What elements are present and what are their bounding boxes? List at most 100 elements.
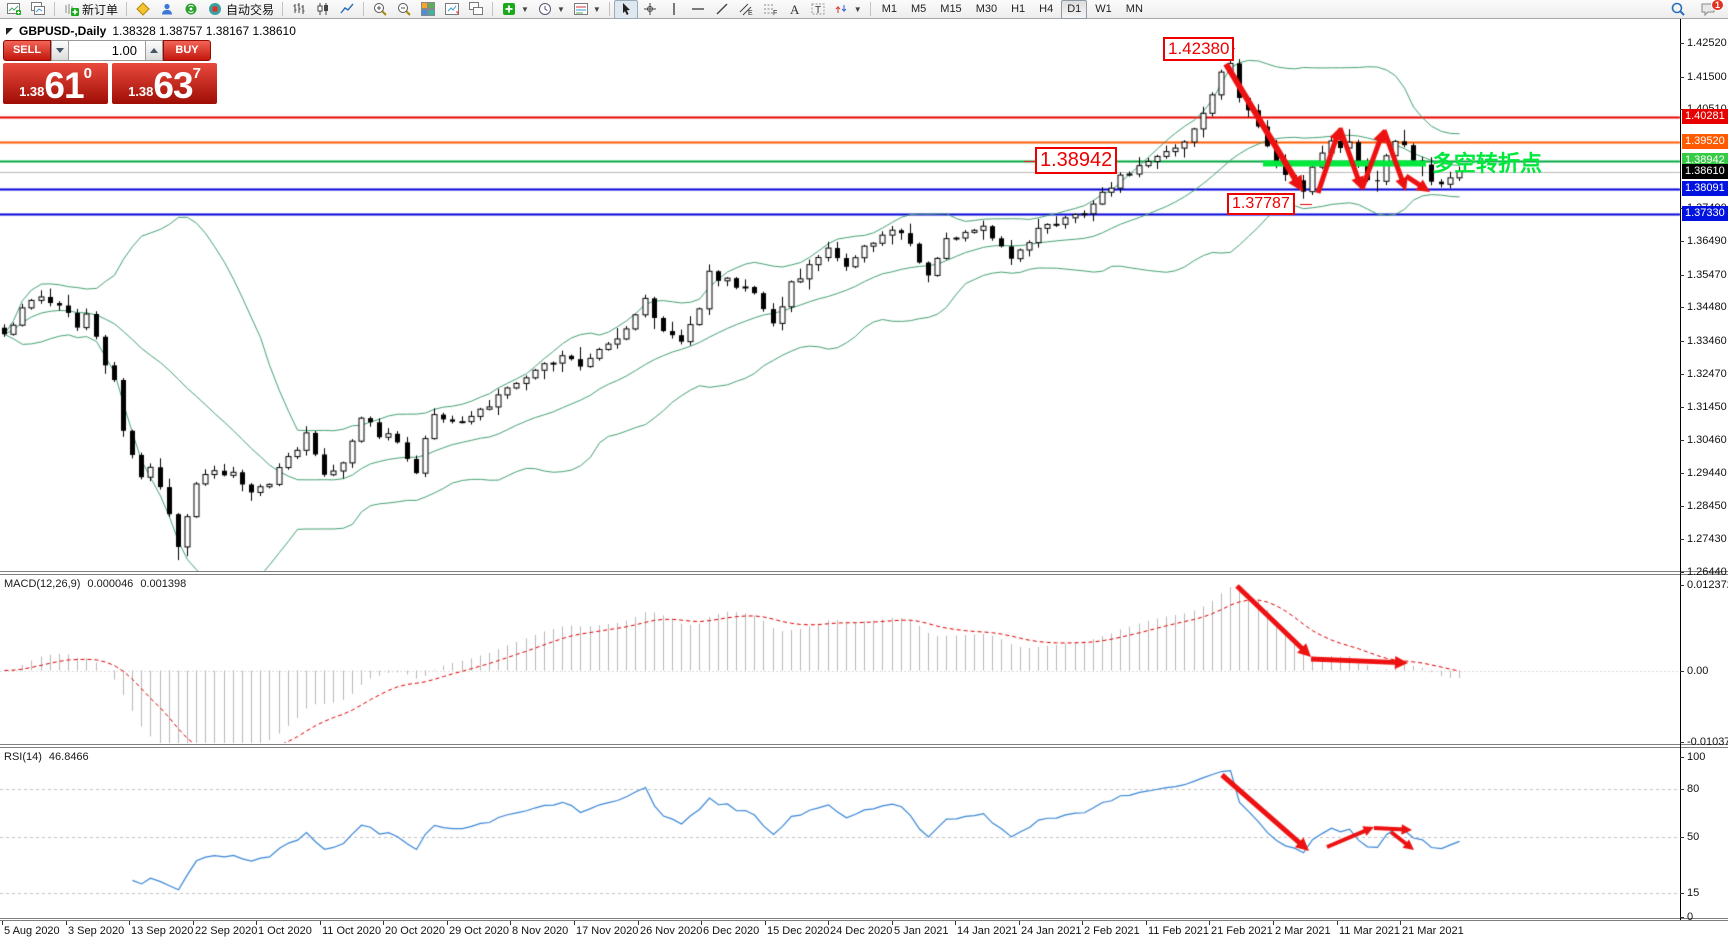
one-click-toggle-icon[interactable] bbox=[6, 27, 13, 35]
templates-icon[interactable]: ▼ bbox=[569, 0, 605, 19]
panel-separator[interactable] bbox=[0, 574, 1728, 575]
zoom-out-icon[interactable] bbox=[392, 0, 416, 19]
metaeditor-icon[interactable] bbox=[131, 0, 155, 19]
panel-separator bbox=[0, 920, 1728, 921]
sell-price-button[interactable]: 1.38 61 0 bbox=[3, 63, 108, 104]
arrows-icon[interactable]: ▼ bbox=[830, 0, 866, 19]
label-icon[interactable]: T bbox=[806, 0, 830, 19]
price-annotation-label[interactable]: 1.42380 bbox=[1163, 37, 1235, 61]
channel-icon[interactable]: E bbox=[734, 0, 758, 19]
axis-tick-label: 1.36490 bbox=[1687, 235, 1727, 247]
chart-title-row: GBPUSD-,Daily 1.38328 1.38757 1.38167 1.… bbox=[6, 24, 296, 38]
community-icon[interactable] bbox=[155, 0, 179, 19]
axis-tick-label: 1.35470 bbox=[1687, 269, 1727, 281]
time-tick bbox=[66, 921, 67, 925]
time-axis[interactable]: 5 Aug 2020 3 Sep 2020 13 Sep 2020 22 Sep 20… bbox=[0, 921, 1728, 942]
svg-text:A: A bbox=[790, 2, 800, 17]
indicators-icon[interactable]: ▼ bbox=[497, 0, 533, 19]
axis-tick-label: 1.42520 bbox=[1687, 37, 1727, 49]
volume-increase-button[interactable] bbox=[145, 40, 163, 61]
volume-decrease-button[interactable] bbox=[51, 40, 69, 61]
buy-price-button[interactable]: 1.38 63 7 bbox=[112, 63, 217, 104]
axis-tick bbox=[1680, 307, 1684, 308]
time-tick bbox=[574, 921, 575, 925]
text-icon[interactable]: A bbox=[782, 0, 806, 19]
time-tick-label: 29 Oct 2020 bbox=[449, 925, 509, 937]
price-badge: 1.38091 bbox=[1682, 181, 1728, 196]
sell-button[interactable]: SELL bbox=[3, 40, 51, 61]
axis-tick bbox=[1680, 241, 1684, 242]
price-badge: 1.38610 bbox=[1682, 164, 1728, 179]
time-tick bbox=[765, 921, 766, 925]
price-badge: 1.40281 bbox=[1682, 109, 1728, 124]
price-annotation-label[interactable]: 1.38942 bbox=[1035, 147, 1118, 174]
time-tick-label: 15 Dec 2020 bbox=[767, 925, 830, 937]
auto-arrange-icon[interactable] bbox=[440, 0, 464, 19]
time-tick-label: 6 Dec 2020 bbox=[703, 925, 760, 937]
cascade-icon[interactable] bbox=[464, 0, 488, 19]
time-tick bbox=[383, 921, 384, 925]
time-tick-label: 21 Feb 2021 bbox=[1211, 925, 1273, 937]
pivot-annotation-text[interactable]: 多空转折点 bbox=[1432, 151, 1543, 176]
axis-tick bbox=[1680, 572, 1684, 573]
timeframe-button-m1[interactable]: M1 bbox=[881, 2, 897, 15]
vertical-line-icon[interactable] bbox=[662, 0, 686, 19]
axis-tick bbox=[1680, 341, 1684, 342]
autotrade-label: 自动交易 bbox=[226, 2, 275, 17]
time-tick bbox=[955, 921, 956, 925]
time-tick bbox=[256, 921, 257, 925]
timeframe-button-m30[interactable]: M30 bbox=[975, 2, 998, 15]
autotrade-button[interactable]: 自动交易 bbox=[203, 0, 278, 19]
panel-separator[interactable] bbox=[0, 744, 1728, 745]
time-tick bbox=[1146, 921, 1147, 925]
candlestick-chart-icon[interactable] bbox=[311, 0, 335, 19]
buy-button[interactable]: BUY bbox=[163, 40, 211, 61]
price-badge: 1.37330 bbox=[1682, 206, 1728, 221]
time-tick-label: 20 Oct 2020 bbox=[385, 925, 445, 937]
zoom-in-icon[interactable] bbox=[368, 0, 392, 19]
crosshair-icon[interactable] bbox=[638, 0, 662, 19]
volume-input[interactable] bbox=[69, 40, 145, 61]
search-icon[interactable] bbox=[1666, 0, 1690, 19]
axis-tick-label: 1.28450 bbox=[1687, 500, 1727, 512]
time-tick-label: 24 Dec 2020 bbox=[830, 925, 893, 937]
panel-separator[interactable] bbox=[0, 747, 1728, 748]
new-order-button[interactable]: 新订单 bbox=[59, 0, 122, 19]
axis-tick-label: 15 bbox=[1687, 887, 1700, 899]
macd-value-main: 0.000046 bbox=[87, 578, 134, 590]
fibonacci-icon[interactable]: F bbox=[758, 0, 782, 19]
new-order-label: 新订单 bbox=[82, 2, 119, 17]
buy-price-sup: 7 bbox=[192, 65, 201, 82]
timeframe-button-h4[interactable]: H4 bbox=[1039, 2, 1054, 15]
timeframe-button-d1[interactable]: D1 bbox=[1061, 0, 1088, 19]
signals-icon[interactable] bbox=[179, 0, 203, 19]
chart-profiles-icon[interactable] bbox=[26, 0, 50, 19]
timeframe-button-h1[interactable]: H1 bbox=[1011, 2, 1026, 15]
cursor-icon[interactable] bbox=[613, 0, 638, 19]
notifications-icon[interactable]: 1 bbox=[1696, 0, 1724, 19]
trendline-icon[interactable] bbox=[710, 0, 734, 19]
bar-chart-icon[interactable] bbox=[287, 0, 311, 19]
tile-windows-icon[interactable] bbox=[416, 0, 440, 19]
line-chart-icon[interactable] bbox=[335, 0, 359, 19]
time-tick-label: 22 Sep 2020 bbox=[195, 925, 258, 937]
timeframe-button-m5[interactable]: M5 bbox=[911, 2, 927, 15]
panel-separator[interactable] bbox=[0, 571, 1728, 572]
dropdown-caret-icon: ▼ bbox=[592, 4, 601, 14]
periods-icon[interactable]: ▼ bbox=[533, 0, 569, 19]
time-tick-label: 5 Aug 2020 bbox=[4, 925, 60, 937]
axis-tick-label: 1.41500 bbox=[1687, 71, 1727, 83]
time-tick bbox=[2, 921, 3, 925]
timeframe-button-m15[interactable]: M15 bbox=[940, 2, 962, 15]
horizontal-line-icon[interactable] bbox=[686, 0, 710, 19]
axis-tick bbox=[1680, 440, 1684, 441]
timeframe-button-mn[interactable]: MN bbox=[1125, 2, 1143, 15]
new-chart-icon[interactable] bbox=[2, 0, 26, 19]
axis-tick-label: 1.34480 bbox=[1687, 301, 1727, 313]
toolbar-separator bbox=[869, 2, 871, 16]
price-annotation-label[interactable]: 1.37787 bbox=[1227, 193, 1295, 215]
axis-tick bbox=[1680, 43, 1684, 44]
timeframe-button-w1[interactable]: W1 bbox=[1095, 2, 1112, 15]
